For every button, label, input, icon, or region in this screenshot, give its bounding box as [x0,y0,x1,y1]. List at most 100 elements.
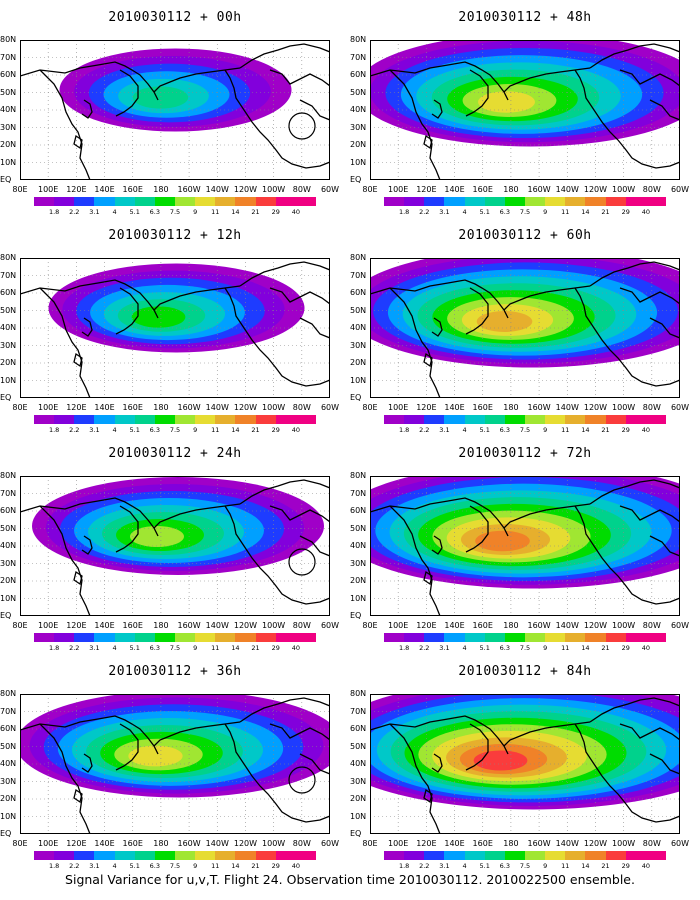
colorbar-swatch [404,415,425,424]
latitude-label: 50N [350,305,367,315]
coastline [574,287,680,387]
colorbar-swatch [464,633,485,642]
latitude-label: 50N [350,741,367,751]
colorbar-swatch [424,633,445,642]
colorbar-label: 5.1 [479,208,490,216]
colorbar-swatch [195,851,216,860]
colorbar-swatch [645,633,666,642]
latitude-label: 60N [350,506,367,515]
latitude-label: 70N [0,488,17,498]
longitude-label: 80E [12,621,28,630]
longitude-label: 180 [153,403,169,412]
coastline [649,317,680,339]
colorbar-label: 7.5 [169,644,181,652]
coastline [115,69,139,117]
latitude-label: 80N [350,689,367,698]
colorbar-swatch [154,415,175,424]
colorbar-swatch [54,197,75,206]
latitude-label: 20N [350,576,367,585]
colorbar-swatch [255,633,276,642]
forecast-panel: 2010030112 + 00h 80N 70N 60N 50N 40N 30N 20N 10N… [0,0,350,218]
longitude-label: 180 [153,185,169,194]
colorbar-label: 14 [581,208,590,216]
longitude-label: 120E [66,621,87,630]
latitude-label: 40N [0,541,17,550]
coastline [619,287,680,305]
longitude-label: 60W [670,621,690,630]
colorbar-label: 29 [621,208,630,216]
coastline [39,287,91,398]
longitude-label: 60W [670,185,690,194]
longitude-label: 180 [503,839,519,848]
longitude-label: 60W [320,185,340,194]
colorbar-swatch [384,415,405,424]
coastline [503,503,591,529]
coastline [649,535,680,557]
longitude-label: 120E [66,185,87,194]
coastline [423,352,433,368]
coastline [73,570,83,586]
colorbar-swatch [605,197,626,206]
colorbar-swatch [275,633,296,642]
colorbar-swatch [74,415,95,424]
coastline [39,723,91,834]
forecast-panel: 2010030112 + 72h 80N 70N 60N 50N 40N 30N 20N 10N… [350,436,700,654]
colorbar-swatch [74,851,95,860]
colorbar-label: 1.8 [48,208,60,216]
longitude-label: 160E [472,621,493,630]
longitude-label: 80W [292,185,311,194]
colorbar-swatch [275,415,296,424]
colorbar-swatch [444,197,465,206]
colorbar-swatch [34,197,55,206]
colorbar-label: 9 [193,644,198,652]
colorbar-swatch [195,197,216,206]
latitude-label: 10N [350,811,367,821]
longitude-label: 100W [262,839,286,848]
colorbar-swatch [545,197,566,206]
longitude-label: 100W [262,621,286,630]
longitude-label: 80W [292,621,311,630]
latitude-label: 40N [350,541,367,550]
variance-map [370,40,680,180]
longitude-label: 120E [416,403,437,412]
coastline [431,753,443,773]
colorbar: 1.8 2.2 3.1 4 5.1 6.3 7.5 9 11 14 21 29 40 [384,415,666,435]
latitude-label: EQ [0,175,12,184]
colorbar-swatch [464,197,485,206]
colorbar-label: 2.2 [69,644,80,652]
colorbar-label: 11 [561,208,570,216]
latitude-label: 60N [0,288,17,297]
colorbar-label: 29 [271,426,280,434]
colorbar-swatch [54,851,75,860]
colorbar-label: 3.1 [439,862,450,870]
coastline [431,99,443,119]
forecast-panel: 2010030112 + 60h 80N 70N 60N 50N 40N 30N 20N 10N… [350,218,700,436]
latitude-label: 70N [350,488,367,498]
coastline [370,497,509,537]
colorbar-swatch [154,197,175,206]
latitude-label: 80N [350,471,367,480]
coastline [224,723,330,823]
coastline [574,505,680,605]
longitude-label: 180 [153,621,169,630]
observation-circle [288,766,316,794]
colorbar-swatch [504,851,525,860]
latitude-label: 80N [0,471,17,480]
colorbar-label: 2.2 [419,862,430,870]
latitude-label: EQ [350,175,362,184]
colorbar-swatch [94,633,115,642]
map-frame [370,40,680,180]
variance-map [370,258,680,398]
latitude-label: 30N [350,340,367,350]
map-frame [20,694,330,834]
colorbar-swatch [215,633,236,642]
longitude-label: 80W [642,185,661,194]
coastline [619,723,680,741]
longitude-label: 180 [153,839,169,848]
colorbar-label: 3.1 [89,208,100,216]
colorbar-label: 11 [211,644,220,652]
longitude-label: 100W [262,185,286,194]
contour-level-6.3 [132,86,189,109]
colorbar-swatch [605,415,626,424]
latitude-label: 50N [0,305,17,315]
